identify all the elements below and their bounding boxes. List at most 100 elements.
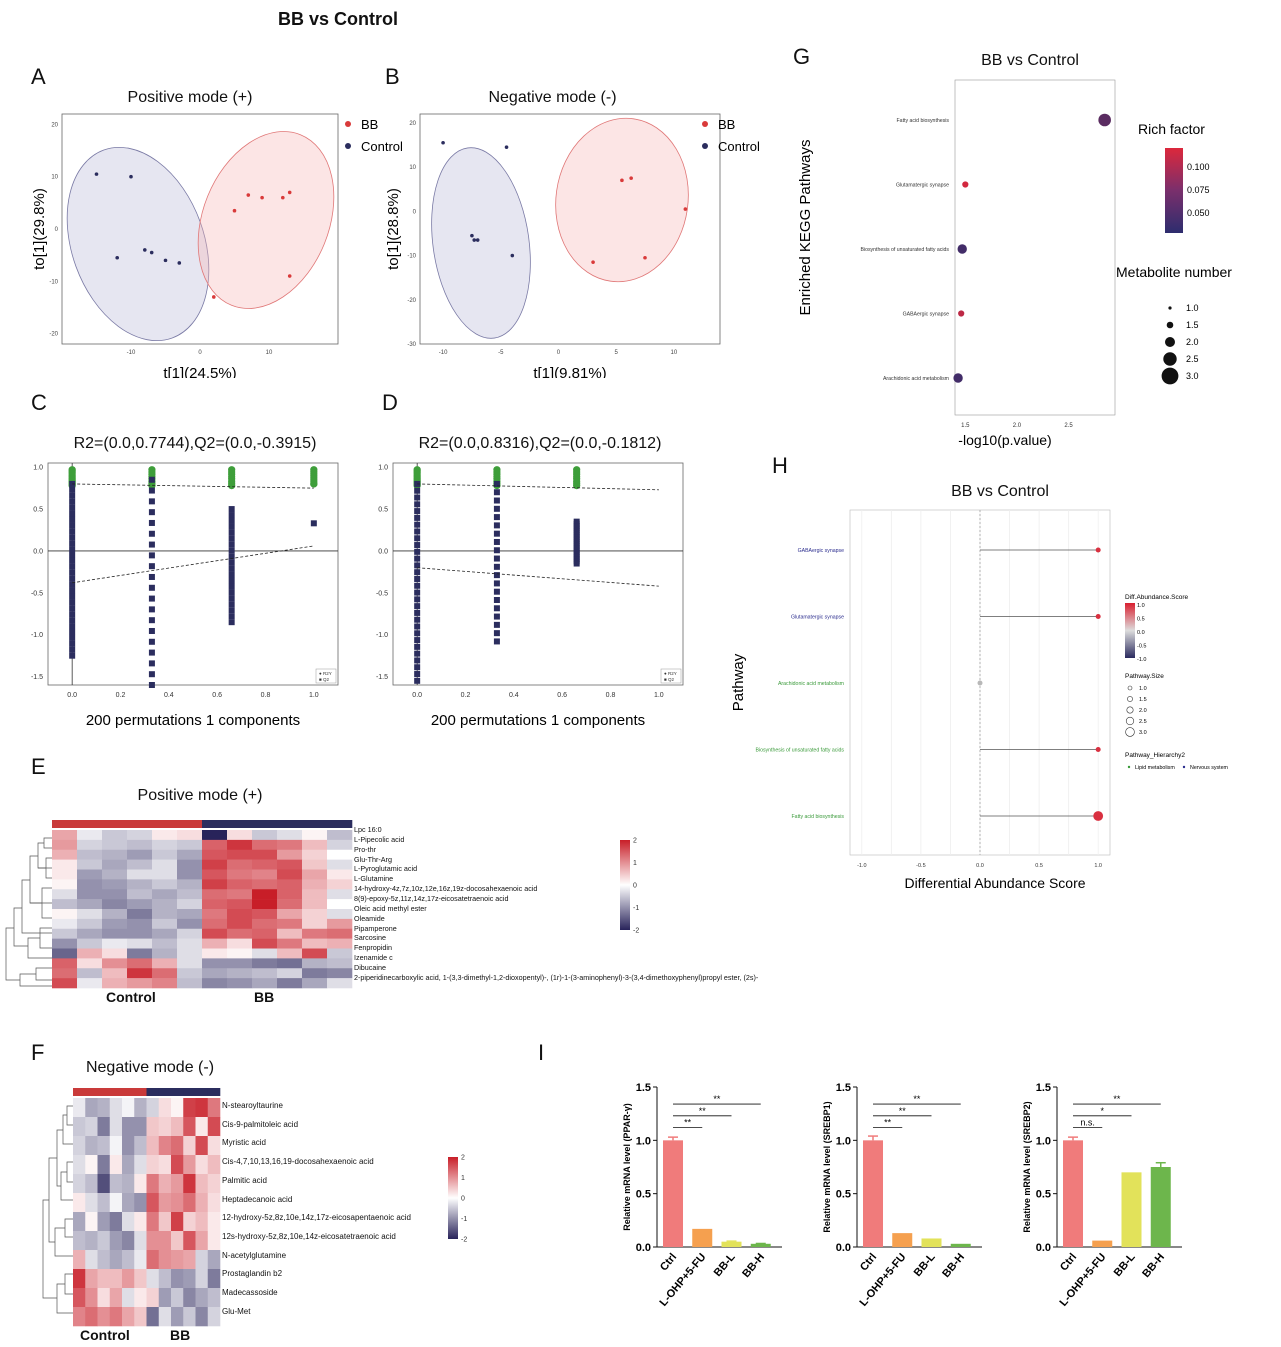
pathway-label: GABAergic synapse <box>903 312 950 318</box>
q2-marker <box>69 546 76 553</box>
heatmap-cell <box>202 948 228 959</box>
q2-marker <box>148 573 155 580</box>
point-control <box>163 258 168 263</box>
q2-marker <box>228 529 235 536</box>
heatmap-cell <box>302 899 328 910</box>
q2-marker <box>228 571 235 578</box>
y-axis-label: to[1](28.8%) <box>385 188 402 270</box>
y-axis-label: Relative mRNA level (SREBP2) <box>1022 1101 1032 1232</box>
heatmap-cell <box>327 849 353 860</box>
heatmap-cell <box>127 938 153 949</box>
heatmap-cell <box>77 909 103 920</box>
q2-marker <box>414 542 421 549</box>
heatmap-cell <box>122 1136 135 1156</box>
heatmap-cell <box>146 1193 160 1213</box>
x-axis-label: -log10(p.value) <box>958 432 1051 448</box>
q2-marker <box>228 506 235 513</box>
heatmap-cell <box>52 978 78 989</box>
heatmap-cell <box>97 1155 111 1175</box>
point-control <box>475 238 480 242</box>
group-annotation-cell <box>327 820 353 828</box>
legend-marker-control <box>702 143 708 149</box>
q2-marker <box>228 589 235 596</box>
y-tick-label: -30 <box>407 342 416 348</box>
group-annotation-cell <box>77 820 103 828</box>
q2-marker <box>493 547 500 554</box>
dendrogram-branch <box>56 1129 63 1187</box>
pathway-label: Glutamatergic synapse <box>791 615 844 621</box>
heatmap-cell <box>146 1231 160 1251</box>
heatmap-cell <box>327 928 353 939</box>
significance-label: * <box>1100 1106 1104 1116</box>
panel-a-plot: -10 0 10 20 10 0 -10 -20 t[1](24.5%) to[1](29.8%)… <box>31 113 403 378</box>
y-tick-label: -0.5 <box>376 590 388 597</box>
heatmap-cell <box>52 839 78 851</box>
heatmap-cell <box>302 849 328 860</box>
y-tick-label: 0.5 <box>836 1189 851 1201</box>
panel-c-title: R2=(0.0,0.7744),Q2=(0.0,-0.3915) <box>73 435 317 452</box>
heatmap-cell <box>109 1098 123 1118</box>
heatmap-cell <box>227 948 253 959</box>
heatmap-cell <box>252 879 278 890</box>
heatmap-cell <box>77 948 103 959</box>
panel-letter-i: I <box>538 1040 545 1065</box>
heatmap-cell <box>77 968 103 979</box>
q2-marker <box>414 677 421 684</box>
x-tick-label: 0.2 <box>461 692 471 699</box>
heatmap-cell <box>195 1307 209 1327</box>
heatmap-cell <box>152 918 178 930</box>
size-legend-marker <box>1163 352 1177 366</box>
q2-marker <box>228 541 235 548</box>
heatmap-cell <box>97 1174 111 1194</box>
heatmap-cell <box>134 1231 147 1251</box>
heatmap-cell <box>302 859 328 870</box>
heatmap-cell <box>177 849 203 860</box>
heatmap-cell <box>122 1212 135 1232</box>
x-tick-label: -5 <box>498 350 504 356</box>
y-tick-label: -10 <box>49 279 58 285</box>
point-bb <box>629 176 633 180</box>
y-tick-label: -20 <box>407 298 416 304</box>
heatmap-cell <box>177 948 203 959</box>
heatmap-cell <box>102 938 128 949</box>
heatmap-cell <box>158 1250 172 1270</box>
heatmap-cell <box>77 830 103 841</box>
y-tick-label: -10 <box>407 254 416 260</box>
r2y-marker <box>148 482 156 490</box>
colorbar <box>448 1157 458 1239</box>
y-tick-label: 0.0 <box>636 1242 651 1254</box>
q2-marker <box>69 623 76 630</box>
heatmap-cell <box>183 1307 196 1327</box>
x-tick-label: 0 <box>557 350 561 356</box>
heatmap-cell <box>327 839 353 851</box>
x-tick-label: 1.5 <box>961 423 970 429</box>
heatmap-cell <box>122 1174 135 1194</box>
heatmap-cell <box>152 899 178 910</box>
heatmap-cell <box>183 1231 196 1251</box>
legend-label: ■ Q2 <box>319 677 329 682</box>
heatmap-cell <box>277 968 303 979</box>
legend-box <box>660 668 682 684</box>
heatmap-cell <box>227 918 253 930</box>
q2-marker <box>69 498 76 505</box>
heatmap-cell <box>134 1136 147 1156</box>
point-bb <box>287 274 292 278</box>
heatmap-cell <box>158 1231 172 1251</box>
heatmap-cell <box>102 849 128 860</box>
point-bb <box>643 255 647 260</box>
size-legend-title: Pathway.Size <box>1125 673 1164 680</box>
q2-marker <box>148 519 155 526</box>
q2-marker <box>414 650 421 657</box>
heatmap-cell <box>277 879 303 890</box>
heatmap-cell <box>195 1231 209 1251</box>
y-tick-label: 0 <box>55 227 59 233</box>
heatmap-cell <box>122 1307 135 1327</box>
heatmap-row-label: Palmitic acid <box>222 1175 267 1185</box>
heatmap-cell <box>127 909 153 920</box>
group-annotation-cell <box>73 1088 86 1096</box>
q2-marker <box>228 565 235 572</box>
plot-frame <box>47 462 339 686</box>
point-bb <box>683 207 688 211</box>
heatmap-cell <box>327 968 353 979</box>
heatmap-cell <box>52 958 78 969</box>
